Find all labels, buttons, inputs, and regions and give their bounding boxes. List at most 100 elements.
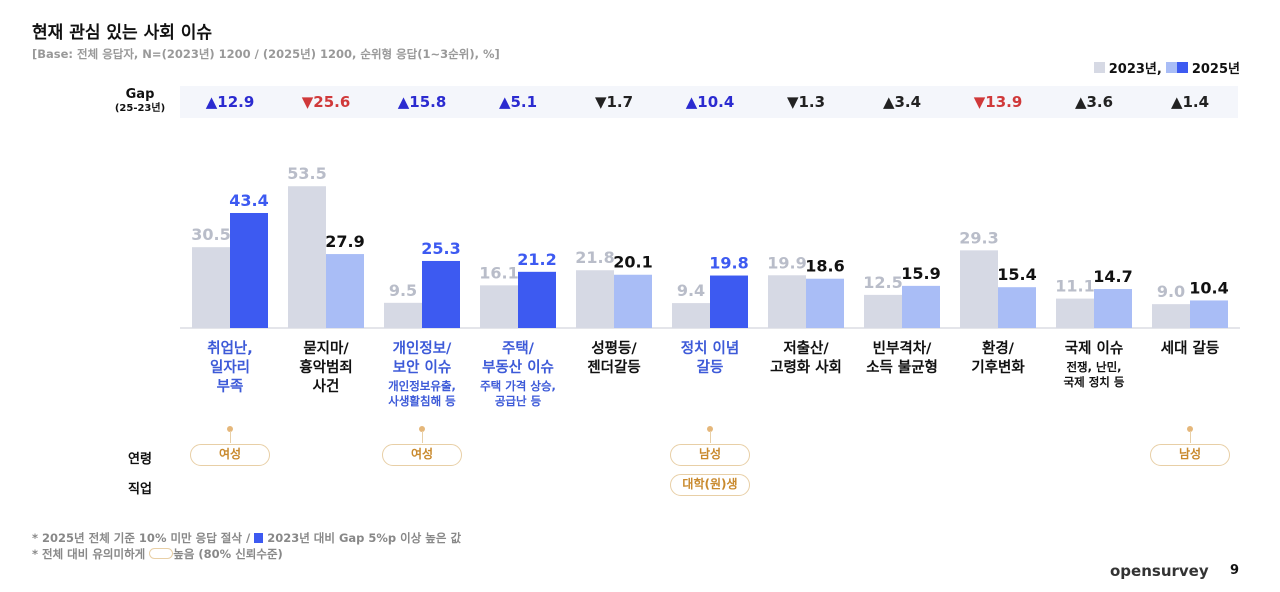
category-sub-line: 공급난 등: [494, 394, 542, 408]
category-sub-line: 사생활침해 등: [388, 394, 456, 408]
value-label-2025: 10.4: [1189, 278, 1228, 297]
category-line: 묻지마/: [303, 341, 349, 357]
page-title: 현재 관심 있는 사회 이슈: [32, 23, 213, 43]
note-1a: * 2025년 전체 기준 10% 미만 응답 절삭 /: [32, 531, 255, 545]
gap-row: [180, 86, 1238, 118]
value-label-2023: 16.1: [479, 263, 518, 282]
category-sub: 전쟁, 난민, 국제 정치 등: [1039, 360, 1149, 390]
category-line: 취업난,: [207, 341, 253, 357]
category-label: 빈부격차/소득 불균형: [847, 340, 957, 378]
note-2a: * 전체 대비 유의미하게: [32, 547, 150, 561]
category-sub: 개인정보유출, 사생활침해 등: [367, 379, 477, 409]
value-label-2025: 14.7: [1093, 267, 1132, 286]
value-label-2023: 30.5: [191, 225, 230, 244]
marker-dot: [227, 426, 233, 432]
bar-2023: [864, 294, 902, 328]
category-sub-line: 전쟁, 난민,: [1066, 360, 1122, 374]
legend-label-2023: 2023년,: [1108, 62, 1162, 77]
marker-stem: [710, 431, 711, 443]
gap-value: ▼1.7: [594, 93, 634, 111]
category-line: 빈부격차/: [872, 341, 932, 357]
bar-2023: [1056, 298, 1094, 328]
significance-pill: 남성: [1150, 444, 1230, 466]
value-label-2023: 11.1: [1055, 277, 1094, 296]
gap-value: ▲10.4: [685, 93, 735, 111]
note-2b: 높음 (80% 신뢰수준): [173, 547, 283, 561]
bar-2023: [192, 247, 230, 328]
category-line: 부동산 이슈: [482, 360, 554, 376]
footnotes: * 2025년 전체 기준 10% 미만 응답 절삭 / 2023년 대비 Ga…: [32, 530, 461, 562]
marker-dot: [1187, 426, 1193, 432]
value-label-2025: 27.9: [325, 232, 364, 251]
category-label: 저출산/고령화 사회: [751, 340, 861, 378]
bar-2025: [614, 274, 652, 328]
category-line: 성평등/: [591, 341, 637, 357]
category-line: 세대 갈등: [1160, 341, 1220, 357]
highlight-swatch: [254, 533, 264, 543]
category-line: 개인정보/: [392, 341, 452, 357]
category-sub-line: 개인정보유출,: [388, 379, 456, 393]
gap-label: Gap (25-23년): [100, 88, 180, 116]
value-label-2023: 9.5: [389, 281, 417, 300]
category-label: 성평등/젠더갈등: [559, 340, 669, 378]
row-label-job: 직업: [128, 482, 152, 497]
significance-pill: 여성: [190, 444, 270, 466]
category-line: 흉악범죄: [299, 360, 353, 376]
category-line: 고령화 사회: [770, 360, 842, 376]
marker-stem: [422, 431, 423, 443]
significance-pill: 남성: [670, 444, 750, 466]
value-label-2025: 19.8: [709, 254, 748, 273]
value-label-2023: 53.5: [287, 164, 326, 183]
gap-value: ▲15.8: [397, 93, 447, 111]
value-label-2025: 20.1: [613, 253, 652, 272]
gap-value: ▲3.6: [1074, 93, 1114, 111]
bar-2023: [960, 250, 998, 328]
value-label-2023: 21.8: [575, 248, 614, 267]
bar-2025: [326, 254, 364, 328]
category-line: 소득 불균형: [866, 360, 938, 376]
note-1b: 2023년 대비 Gap 5%p 이상 높은 값: [267, 531, 462, 545]
gap-value: ▼25.6: [301, 93, 351, 111]
value-label-2025: 43.4: [229, 191, 268, 210]
bar-2023: [576, 270, 614, 328]
marker-stem: [230, 431, 231, 443]
category-sub-line: 국제 정치 등: [1063, 375, 1125, 389]
gap-title: Gap: [125, 87, 155, 102]
value-label-2025: 21.2: [517, 250, 556, 269]
bar-2023: [384, 302, 422, 328]
bar-2023: [1152, 304, 1190, 328]
marker-stem: [1190, 431, 1191, 443]
value-label-2023: 29.3: [959, 228, 998, 247]
legend: 2023년, 2025년: [1093, 58, 1240, 77]
value-label-2023: 19.9: [767, 253, 806, 272]
category-label: 취업난, 일자리 부족: [175, 340, 285, 397]
category-line: 갈등: [696, 360, 724, 376]
bar-2025: [998, 287, 1036, 328]
category-sub-line: 주택 가격 상승,: [480, 379, 556, 393]
legend-label-2025: 2025년: [1191, 62, 1240, 77]
gap-value: ▼1.3: [786, 93, 826, 111]
value-label-2023: 12.5: [863, 273, 902, 292]
category-line: 사건: [312, 379, 340, 395]
value-label-2023: 9.4: [677, 281, 705, 300]
category-line: 보안 이슈: [392, 360, 452, 376]
pill-legend-icon: [149, 548, 174, 559]
value-label-2025: 18.6: [805, 257, 844, 276]
category-line: 환경/: [982, 341, 1014, 357]
bar-2025: [518, 271, 556, 328]
significance-pill: 대학(원)생: [670, 474, 750, 496]
page-number: 9: [1230, 563, 1240, 578]
legend-swatch-2025-light: [1165, 62, 1177, 73]
bar-2025: [710, 275, 748, 328]
value-label-2023: 9.0: [1157, 282, 1185, 301]
opensurvey-logo: opensurvey: [1110, 562, 1209, 580]
category-line: 기후변화: [971, 360, 1025, 376]
value-label-2025: 15.4: [997, 265, 1036, 284]
category-line: 주택/: [502, 341, 534, 357]
category-label: 정치 이념 갈등: [655, 340, 765, 378]
value-label-2025: 15.9: [901, 264, 940, 283]
legend-swatch-2023: [1093, 62, 1105, 73]
